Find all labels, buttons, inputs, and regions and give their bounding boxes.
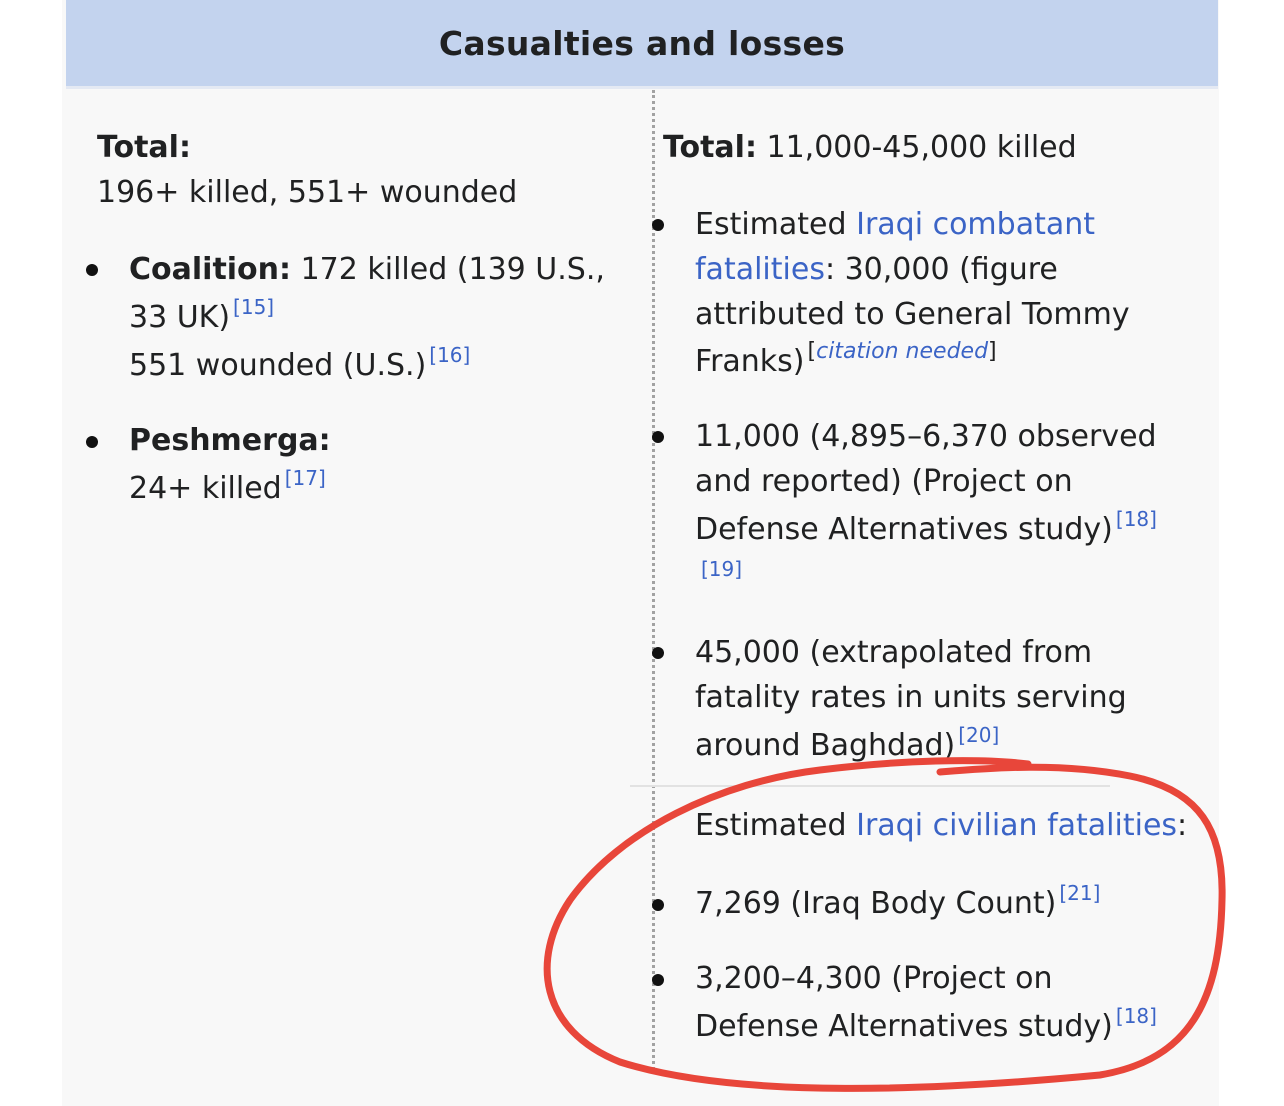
item5-line2: Defense Alternatives study) [18] <box>695 1004 1157 1050</box>
left-total-value: 196+ killed, 551+ wounded <box>97 175 518 210</box>
bullet <box>652 647 664 659</box>
item2-line2: and reported) (Project on <box>695 464 1073 499</box>
item1-franks: Franks) <box>695 344 805 379</box>
peshmerga-label: Peshmerga: <box>129 423 331 458</box>
item5-line1: 3,200–4,300 (Project on <box>695 961 1053 996</box>
fatalities-link[interactable]: fatalities <box>695 252 825 287</box>
bullet <box>86 264 98 276</box>
bracket-open: [ <box>807 339 817 364</box>
citation-needed: [citation needed] <box>808 339 997 364</box>
item3-line3: around Baghdad) [20] <box>695 723 999 769</box>
civilian-pre: Estimated <box>695 808 857 843</box>
ref-link[interactable]: [18] <box>1115 1004 1157 1028</box>
iraqi-combatant-link[interactable]: Iraqi combatant <box>856 207 1095 242</box>
item4-text: 7,269 (Iraq Body Count) <box>695 886 1057 921</box>
left-total-label: Total: <box>97 130 191 165</box>
column-divider <box>652 90 655 1070</box>
coalition-text: 172 killed (139 U.S., <box>291 252 605 287</box>
section-divider <box>630 785 1110 787</box>
ref-link[interactable]: [20] <box>958 723 1000 747</box>
item2-ref-line: [19] <box>701 544 742 592</box>
item2-line3: Defense Alternatives study) [18] <box>695 507 1157 553</box>
item1-line4: Franks) [citation needed] <box>695 339 997 385</box>
citation-needed-link[interactable]: citation needed <box>816 339 989 364</box>
item1-line2: fatalities: 30,000 (figure <box>695 247 1058 293</box>
civilian-post: : <box>1177 808 1188 843</box>
item4-line1: 7,269 (Iraq Body Count) [21] <box>695 881 1100 927</box>
bullet <box>652 974 664 986</box>
coalition-line3: 551 wounded (U.S.) [16] <box>129 343 470 389</box>
item2-line1: 11,000 (4,895–6,370 observed <box>695 419 1157 454</box>
ref-link[interactable]: [21] <box>1059 881 1101 905</box>
item3-line2: fatality rates in units serving <box>695 680 1127 715</box>
item3-line1: 45,000 (extrapolated from <box>695 635 1093 670</box>
bullet <box>652 431 664 443</box>
item1-line3: attributed to General Tommy <box>695 297 1130 332</box>
item1-pre: Estimated <box>695 207 857 242</box>
right-total-value: 11,000-45,000 killed <box>756 130 1077 165</box>
coalition-line2: 33 UK) [15] <box>129 295 274 341</box>
ref-link[interactable]: [18] <box>1115 507 1157 531</box>
bracket-close: ] <box>988 339 997 364</box>
civilian-heading: Estimated Iraqi civilian fatalities: <box>695 803 1187 849</box>
peshmerga-line1: 24+ killed [17] <box>129 466 326 512</box>
bullet <box>652 219 664 231</box>
bullet <box>652 899 664 911</box>
peshmerga-text: 24+ killed <box>129 471 282 506</box>
right-total: Total: 11,000-45,000 killed <box>663 125 1077 171</box>
infobox-header: Casualties and losses <box>66 0 1218 89</box>
item3-text: around Baghdad) <box>695 728 956 763</box>
item1-line1: Estimated Iraqi combatant <box>695 202 1095 248</box>
item1-after: : 30,000 (figure <box>824 252 1058 287</box>
ref-link[interactable]: [17] <box>284 466 326 490</box>
ref-link[interactable]: [15] <box>233 295 275 319</box>
ref-link[interactable]: [19] <box>701 557 743 581</box>
iraqi-civilian-fatalities-link[interactable]: Iraqi civilian fatalities <box>856 808 1178 843</box>
bullet <box>86 436 98 448</box>
right-total-label: Total: <box>663 130 757 165</box>
coalition-label: Coalition: <box>129 252 292 287</box>
item5-text: Defense Alternatives study) <box>695 1009 1113 1044</box>
coalition-line1: Coalition: 172 killed (139 U.S., <box>129 247 605 293</box>
coalition-text-2: 33 UK) <box>129 300 231 335</box>
ref-link[interactable]: [16] <box>429 343 471 367</box>
coalition-wounded: 551 wounded (U.S.) <box>129 348 427 383</box>
item2-text: Defense Alternatives study) <box>695 512 1113 547</box>
